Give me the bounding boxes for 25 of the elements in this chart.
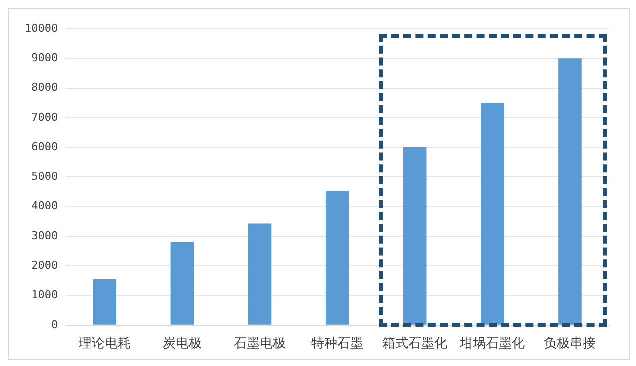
bar [170,242,194,325]
bar [326,191,350,325]
bar [481,103,504,325]
bar [403,148,427,325]
x-tick-label: 负极串接 [544,336,596,352]
bar [248,224,272,325]
x-tick-label: 坩埚石墨化 [459,336,526,352]
y-tick-label: 10000 [24,22,58,35]
x-tick-label: 理论电耗 [78,336,131,352]
x-tick-label: 石墨电极 [234,336,286,352]
x-tick-label: 特种石墨 [312,336,364,352]
y-tick-label: 8000 [32,81,58,94]
y-tick-label: 0 [51,318,58,332]
y-tick-label: 5000 [32,170,58,184]
bar [558,58,582,325]
y-tick-label: 6000 [32,140,58,154]
y-tick-label: 9000 [32,52,58,64]
x-tick-label: 炭电极 [162,336,202,352]
y-tick-label: 7000 [32,110,58,124]
y-tick-label: 1000 [32,288,58,302]
y-tick-label: 3000 [32,229,58,242]
bar [93,279,117,325]
y-tick-label: 4000 [32,200,58,213]
x-tick-label: 箱式石墨化 [382,336,448,352]
y-tick-label: 2000 [32,258,58,272]
